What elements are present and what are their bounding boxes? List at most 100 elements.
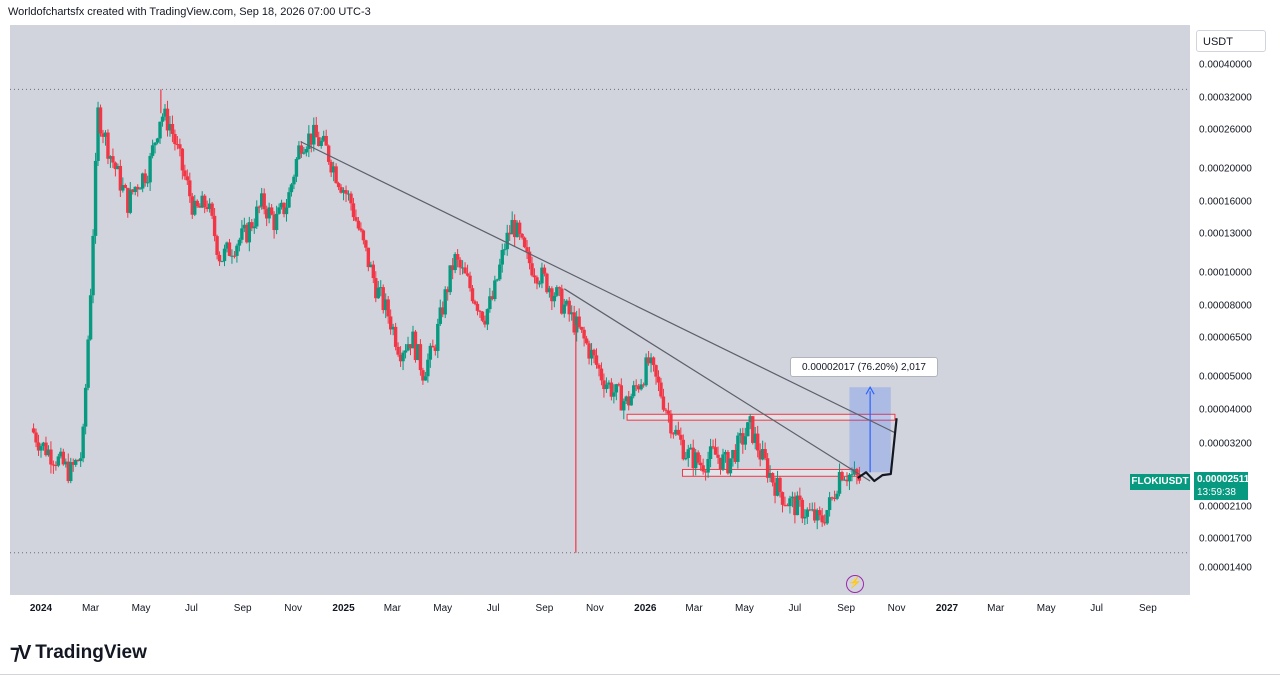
tradingview-logo[interactable]: ⁊V TradingView (10, 640, 147, 665)
candle-body (570, 312, 574, 315)
candle-body (284, 207, 289, 215)
candle-body (131, 189, 135, 193)
candle-body (587, 343, 591, 359)
candle-body (555, 287, 559, 296)
time-tick-label: Sep (837, 603, 856, 614)
candle-body (577, 316, 581, 327)
candle-body (403, 350, 408, 353)
candle-body (326, 145, 331, 162)
candle-body (592, 349, 596, 356)
candle-body (346, 193, 351, 195)
candle-body (393, 326, 398, 347)
candle-body (763, 449, 767, 459)
time-tick-label: May (433, 603, 453, 614)
candle-body (86, 339, 90, 388)
candle-body (557, 287, 562, 289)
lightning-icon[interactable]: ⚡ (846, 575, 864, 593)
candle-body (741, 433, 745, 445)
candle-body (274, 213, 279, 231)
price-tick-label: 0.00026000 (1199, 124, 1252, 136)
time-axis[interactable] (10, 595, 1190, 623)
candle-body (163, 108, 167, 117)
candle-body (118, 165, 123, 191)
candle-body (428, 345, 433, 360)
candle-body (775, 477, 780, 496)
candle-body (294, 158, 299, 177)
candle-body (381, 287, 385, 311)
price-tick-label: 0.00020000 (1199, 163, 1252, 175)
candle-body (728, 458, 733, 474)
price-tick-label: 0.00032000 (1199, 92, 1252, 104)
candle-body (572, 312, 576, 333)
last-price-tag: 0.00002511 13:59:38 (1194, 472, 1249, 500)
price-tick-label: 0.00002100 (1199, 501, 1252, 513)
candle-body (636, 386, 641, 390)
candle-body (470, 288, 475, 302)
price-tick-label: 0.00005000 (1199, 371, 1252, 383)
candle-body (289, 184, 294, 193)
candle-body (31, 428, 36, 433)
candle-body (59, 451, 63, 457)
candle-body (329, 161, 333, 173)
price-tick-label: 0.00013000 (1199, 228, 1252, 240)
candle-body (579, 326, 584, 330)
candle-body (835, 493, 839, 499)
chart-pane[interactable] (10, 25, 1190, 595)
candle-body (790, 496, 795, 499)
candle-body (401, 352, 405, 362)
candle-body (798, 495, 802, 500)
candle-body (46, 449, 51, 456)
price-axis[interactable] (1190, 25, 1272, 595)
candle-body (748, 416, 752, 423)
candle-body (520, 233, 524, 238)
candle-body (361, 230, 366, 241)
candle-body (478, 310, 482, 312)
price-tick-label: 0.00016000 (1199, 196, 1252, 208)
candle-body (746, 422, 750, 437)
candle-body (701, 465, 705, 472)
candle-body (689, 447, 693, 450)
candle-body (237, 239, 242, 246)
candle-body (696, 452, 700, 463)
candle-body (465, 273, 470, 276)
candle-body (406, 344, 410, 351)
price-tick-label: 0.00008000 (1199, 300, 1252, 312)
candle-body (619, 385, 624, 411)
candle-body (780, 492, 785, 505)
price-tick-label: 0.00001400 (1199, 562, 1252, 574)
candle-body (49, 449, 53, 465)
candle-body (344, 190, 348, 194)
candle-body (840, 471, 844, 481)
candle-body (205, 207, 209, 210)
candle-body (574, 316, 579, 333)
candle-body (215, 236, 219, 255)
candle-body (669, 413, 673, 434)
candle-body (495, 279, 500, 281)
candle-body (607, 382, 611, 385)
candle-body (679, 434, 683, 440)
candle-body (659, 382, 663, 397)
candle-body (522, 237, 527, 248)
candle-body (319, 140, 323, 146)
candle-body (475, 303, 480, 311)
candle-body (485, 309, 490, 325)
measure-label: 0.00002017 (76.20%) 2,017 (790, 357, 938, 377)
candle-body (582, 329, 586, 339)
candle-body (69, 462, 73, 482)
candle-body (458, 259, 462, 268)
candle-body (698, 462, 703, 466)
candle-body (664, 409, 668, 411)
time-tick-label: Sep (1138, 603, 1157, 614)
currency-selector[interactable]: USDT (1196, 30, 1266, 52)
candle-body (649, 357, 653, 364)
candle-body (264, 209, 269, 219)
candle-body (503, 249, 507, 251)
candle-body (597, 364, 601, 369)
candle-body (490, 296, 495, 300)
candle-body (505, 232, 509, 250)
candle-body (825, 510, 829, 524)
time-tick-label: Jul (1090, 603, 1104, 614)
candlestick-plot[interactable] (10, 25, 1190, 595)
candle-body (545, 273, 549, 293)
candle-body (783, 504, 787, 506)
